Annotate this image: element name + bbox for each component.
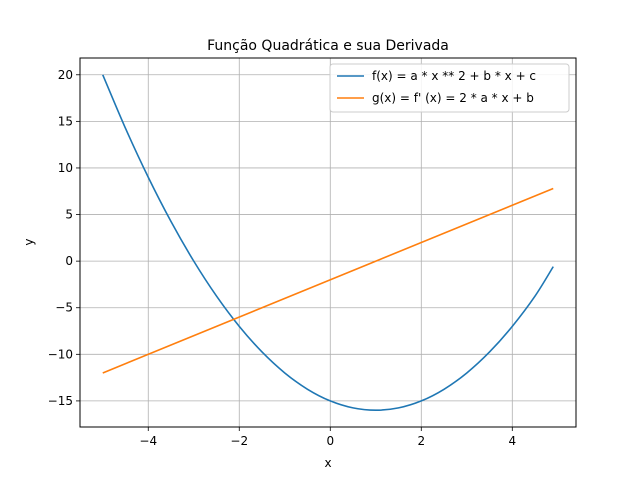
y-tick-label: −10: [48, 347, 73, 361]
y-axis-label: y: [22, 238, 36, 245]
x-tick-label: 4: [508, 434, 516, 448]
y-tick-label: 10: [58, 161, 73, 175]
y-tick-label: 0: [65, 254, 73, 268]
x-tick-label: −2: [230, 434, 248, 448]
series-layer: [102, 74, 554, 412]
x-tick-label: 2: [417, 434, 425, 448]
chart-title: Função Quadrática e sua Derivada: [207, 38, 449, 54]
y-tick-label: −5: [55, 301, 73, 315]
series-line-f: [102, 74, 554, 412]
y-tick-label: 20: [58, 68, 73, 82]
x-ticks: −4 −2 0 2 4: [139, 427, 516, 448]
legend-entry-f: f(x) = a * x ** 2 + b * x + c: [372, 69, 536, 83]
y-tick-label: 15: [58, 114, 73, 128]
series-line-g: [102, 187, 554, 374]
y-tick-label: −15: [48, 394, 73, 408]
legend: f(x) = a * x ** 2 + b * x + c g(x) = f' …: [329, 63, 570, 113]
y-tick-label: 5: [65, 208, 73, 222]
plot-frame: [79, 57, 577, 428]
x-tick-label: 0: [326, 434, 334, 448]
legend-entry-g: g(x) = f' (x) = 2 * a * x + b: [372, 91, 534, 105]
grid: [80, 58, 576, 427]
x-tick-label: −4: [139, 434, 157, 448]
x-axis-label: x: [324, 456, 331, 470]
y-ticks: −15 −10 −5 0 5 10 15 20: [48, 68, 80, 408]
legend-box: [329, 63, 570, 113]
